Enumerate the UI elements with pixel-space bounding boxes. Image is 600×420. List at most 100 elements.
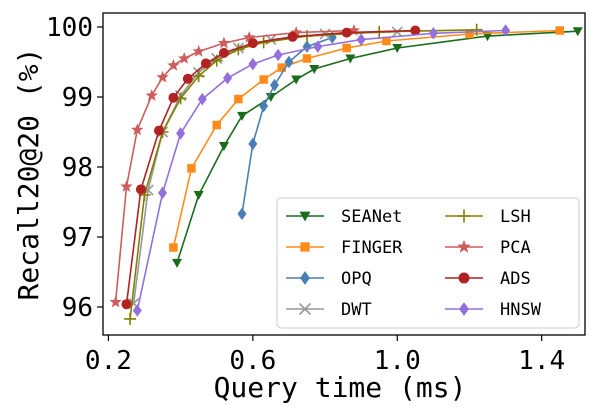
data-point-opq — [284, 55, 294, 69]
data-point-hnsw — [158, 186, 168, 200]
data-point-hnsw — [132, 304, 142, 317]
data-point-seanet — [172, 258, 183, 268]
data-point-pca — [145, 89, 158, 101]
data-point-pca — [109, 295, 122, 308]
data-point-pca — [217, 36, 231, 49]
legend-item-hnsw: HNSW — [445, 300, 542, 320]
data-point-ads — [182, 73, 193, 84]
data-point-pca — [289, 26, 303, 38]
data-point-hnsw — [197, 92, 207, 106]
data-point-finger — [169, 243, 178, 252]
data-point-seanet — [291, 75, 302, 85]
data-point-finger — [212, 120, 221, 130]
data-point-ads — [135, 184, 146, 195]
data-point-pca — [178, 52, 191, 64]
legend-label: LSH — [500, 207, 531, 227]
data-point-pca — [156, 70, 169, 83]
data-point-opq — [237, 207, 247, 221]
legend-marker-dwt — [298, 302, 312, 316]
legend-label: SEANet — [341, 207, 402, 227]
data-point-hnsw — [356, 33, 366, 46]
data-point-ads — [341, 27, 352, 38]
series-layer — [109, 23, 583, 325]
legend-item-lsh: LSH — [445, 207, 531, 227]
data-point-finger — [555, 26, 564, 35]
data-point-seanet — [392, 44, 403, 53]
data-point-ads — [200, 58, 211, 69]
data-point-hnsw — [273, 48, 283, 62]
series-opq — [237, 31, 337, 221]
data-point-finger — [302, 54, 312, 63]
data-point-ads — [121, 299, 132, 310]
data-point-ads — [410, 25, 421, 36]
y-tick-label: 98 — [62, 153, 93, 183]
data-point-pca — [120, 180, 133, 192]
data-point-hnsw — [248, 57, 258, 71]
data-point-finger — [342, 43, 351, 53]
data-point-hnsw — [176, 127, 186, 140]
y-tick-label: 100 — [46, 13, 93, 43]
x-tick-label: 0.6 — [229, 346, 276, 376]
legend-label: PCA — [500, 238, 531, 258]
legend-box — [276, 197, 580, 329]
legend-item-opq: OPQ — [286, 269, 372, 289]
data-point-finger — [234, 94, 243, 104]
legend-marker-pca — [457, 239, 471, 253]
data-point-finger — [187, 164, 196, 173]
data-point-pca — [192, 45, 205, 57]
axis-layer: 0.2 0.6 1.0 1.4 96 97 98 99 100 — [46, 13, 565, 376]
data-point-ads — [287, 31, 298, 42]
data-point-opq — [259, 99, 269, 113]
data-point-finger — [277, 63, 286, 72]
data-point-seanet — [193, 191, 204, 200]
legend-item-finger: FINGER — [286, 238, 403, 258]
x-axis-title: Query time (ms) — [214, 371, 467, 404]
legend-marker-lsh — [457, 209, 471, 223]
data-point-seanet — [218, 142, 229, 151]
data-point-ads — [218, 47, 229, 58]
data-point-pca — [167, 59, 180, 71]
data-point-pca — [243, 31, 256, 43]
x-tick-label: 1.0 — [374, 346, 421, 376]
data-point-pca — [131, 123, 144, 136]
x-tick-label: 0.2 — [85, 346, 132, 376]
data-point-seanet — [237, 111, 248, 121]
data-point-lsh — [124, 312, 137, 325]
y-tick-label: 97 — [62, 223, 93, 253]
data-point-lsh — [470, 23, 483, 36]
data-point-ads — [247, 38, 258, 49]
data-point-ads — [153, 125, 164, 136]
legend-item-ads: ADS — [445, 269, 531, 289]
data-point-lsh — [192, 70, 205, 82]
data-point-opq — [248, 137, 258, 151]
data-point-seanet — [482, 32, 493, 42]
legend-label: FINGER — [341, 238, 403, 258]
series-pca — [109, 24, 361, 308]
legend-marker-hnsw — [459, 302, 469, 316]
data-point-opq — [269, 78, 279, 92]
data-point-seanet — [572, 27, 583, 37]
data-point-hnsw — [313, 40, 323, 53]
data-point-finger — [382, 36, 391, 46]
data-point-pca — [347, 24, 361, 36]
legend-marker-opq — [300, 271, 310, 285]
legend-label: ADS — [500, 269, 531, 289]
y-axis-title: Recall20@20 (%) — [12, 48, 45, 301]
x-tick-label: 1.4 — [518, 346, 565, 376]
legend-item-pca: PCA — [445, 238, 531, 258]
data-point-ads — [168, 92, 179, 103]
legend-label: OPQ — [341, 269, 372, 289]
legend-marker-seanet — [299, 211, 311, 222]
series-ads — [121, 25, 421, 310]
series-seanet — [172, 27, 583, 268]
data-point-hnsw — [223, 71, 233, 85]
data-point-hnsw — [428, 27, 438, 40]
y-tick-label: 99 — [62, 83, 93, 113]
series-hnsw — [132, 24, 511, 317]
legend-item-seanet: SEANet — [286, 207, 402, 227]
data-point-seanet — [345, 54, 356, 64]
data-point-seanet — [309, 65, 320, 74]
data-point-hnsw — [501, 24, 511, 37]
legend-label: HNSW — [500, 300, 542, 320]
